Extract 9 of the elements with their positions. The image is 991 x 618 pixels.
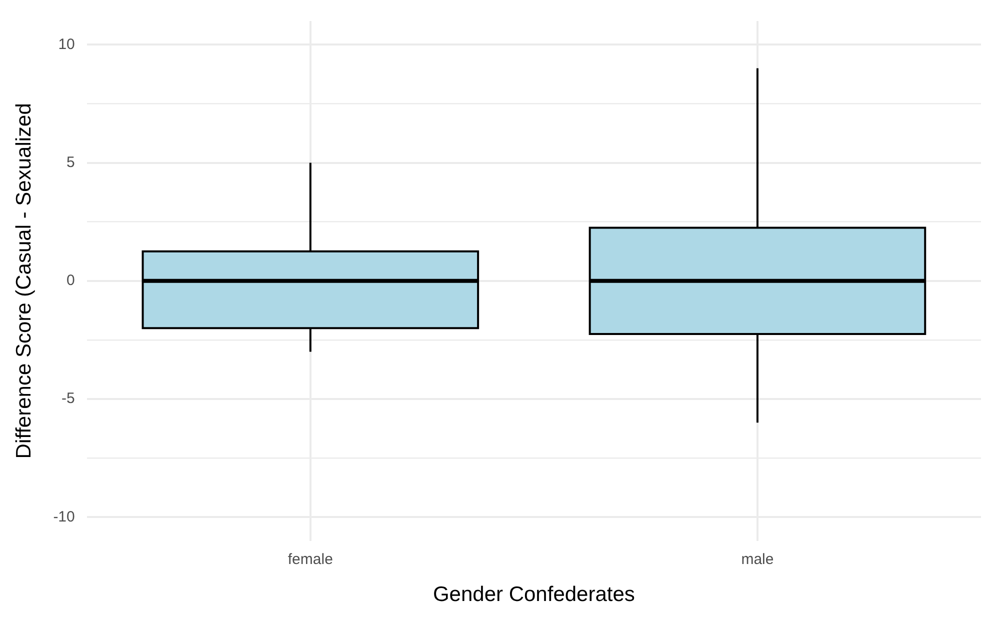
x-tick-label: female — [288, 550, 333, 568]
y-axis-title: Difference Score (Casual - Sexualized — [12, 103, 36, 459]
y-tick-label: -10 — [53, 508, 75, 526]
x-axis-title: Gender Confederates — [432, 583, 635, 606]
y-tick-label: 5 — [66, 154, 75, 171]
y-tick-label: 0 — [66, 272, 75, 290]
x-tick-label: male — [741, 550, 774, 568]
y-tick-label: -5 — [62, 390, 75, 408]
y-tick-label: 10 — [58, 36, 75, 53]
